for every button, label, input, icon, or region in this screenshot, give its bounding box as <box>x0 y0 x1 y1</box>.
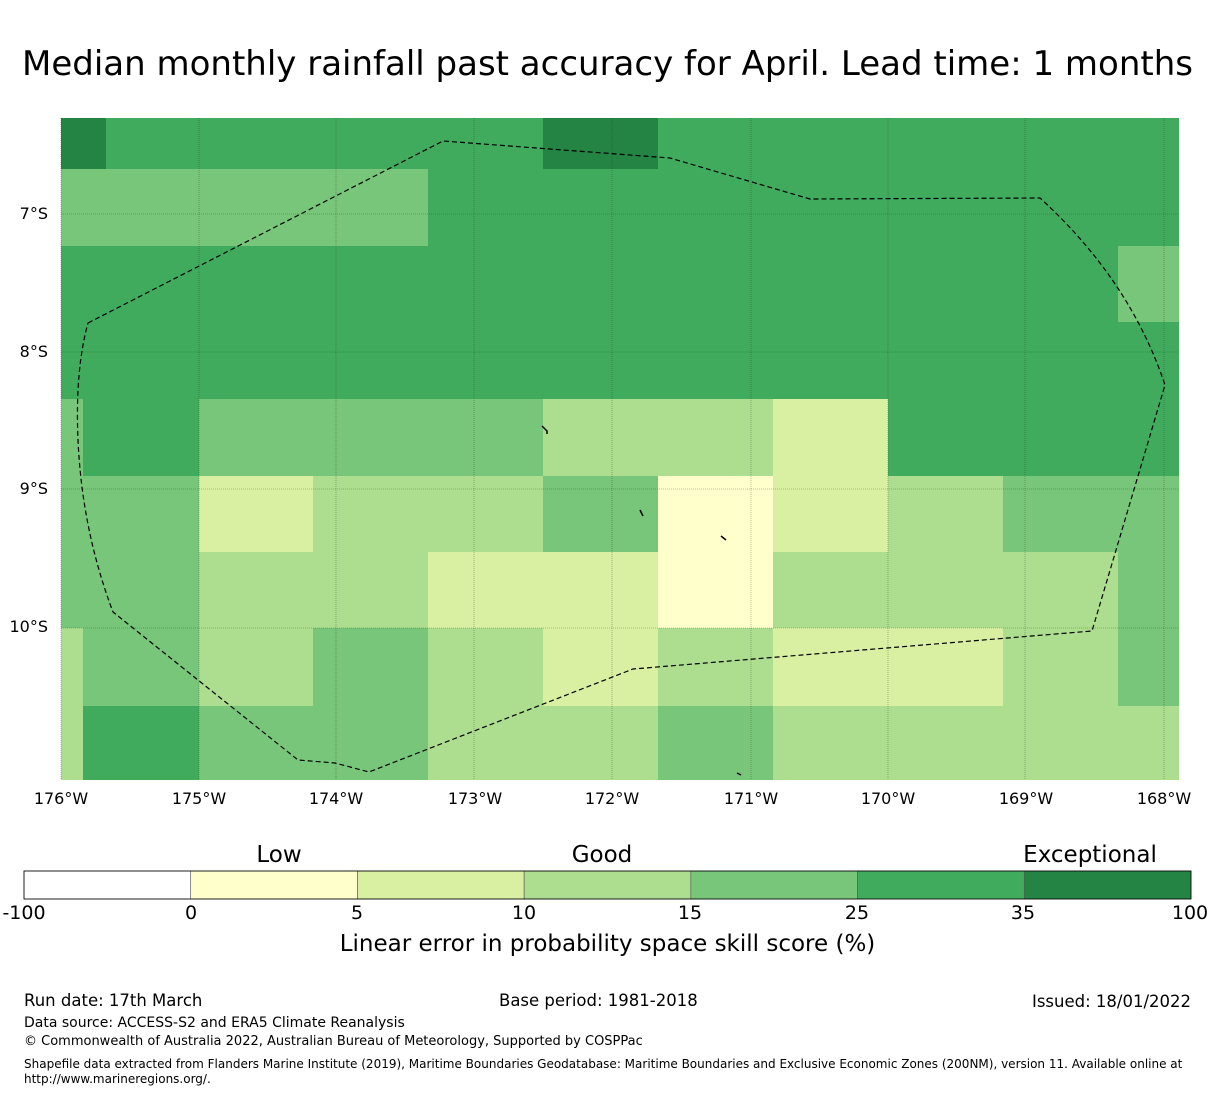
colorbar-tick: 15 <box>677 902 703 924</box>
colorbar-segment <box>357 870 525 900</box>
lon-label-176w: 176°W <box>33 789 89 808</box>
lat-label-7s: 7°S <box>19 204 48 223</box>
graticule <box>60 118 1179 780</box>
lon-label-169w: 169°W <box>998 789 1054 808</box>
grid-cell <box>428 628 543 706</box>
grid-cell <box>83 399 199 476</box>
grid-cell <box>61 552 199 628</box>
lon-label-172w: 172°W <box>584 789 640 808</box>
grid-cell <box>773 399 888 476</box>
run-date: Run date: 17th March <box>24 991 203 1010</box>
grid-cell <box>543 118 658 169</box>
colorbar-segment <box>690 870 858 900</box>
colorbar-segment <box>190 870 358 900</box>
colorbar-tick: 0 <box>184 902 198 924</box>
lon-label-175w: 175°W <box>171 789 227 808</box>
grid-cell <box>658 118 1179 169</box>
grid-cell <box>1003 476 1179 552</box>
grid-cell <box>888 399 1179 476</box>
grid-cell <box>428 552 658 628</box>
colorbar-tick: 100 <box>1171 902 1209 924</box>
colorbar-tick: 10 <box>511 902 537 924</box>
eez-boundary-line <box>76 140 1166 773</box>
grid-cell <box>1118 628 1179 706</box>
colorbar-segment <box>23 870 192 900</box>
grid-cell <box>61 706 83 780</box>
colorbar-category-good: Good <box>571 842 633 868</box>
skill-score-grid <box>61 118 1179 780</box>
grid-cell <box>543 476 658 552</box>
colorbar-segment <box>1023 870 1192 900</box>
lon-label-170w: 170°W <box>860 789 916 808</box>
grid-cell <box>199 706 428 780</box>
colorbar <box>23 870 1192 900</box>
colorbar-tick: 35 <box>1010 902 1036 924</box>
grid-cell <box>773 706 1179 780</box>
grid-cell <box>313 628 428 706</box>
grid-cell <box>61 322 1179 399</box>
grid-cell <box>313 476 543 552</box>
grid-cell <box>83 628 199 706</box>
grid-cell <box>773 552 1118 628</box>
grid-cell <box>658 628 773 706</box>
colorbar-category-exceptional: Exceptional <box>1023 842 1157 868</box>
colorbar-tick: -100 <box>2 902 46 924</box>
grid-cell <box>61 169 428 246</box>
copyright: © Commonwealth of Australia 2022, Austra… <box>24 1034 643 1049</box>
grid-cell <box>61 476 199 552</box>
grid-cell <box>199 628 313 706</box>
grid-cell <box>61 628 83 706</box>
grid-cell <box>888 476 1003 552</box>
lat-label-8s: 8°S <box>19 342 48 361</box>
island-mark <box>720 535 727 541</box>
colorbar-category-low: Low <box>256 842 302 868</box>
colorbar-title: Linear error in probability space skill … <box>339 931 876 957</box>
grid-cell <box>61 118 106 169</box>
lon-label-171w: 171°W <box>723 789 779 808</box>
colorbar-tick: 25 <box>844 902 870 924</box>
lat-label-10s: 10°S <box>9 617 48 636</box>
grid-cell <box>543 399 773 476</box>
grid-cell <box>1118 246 1179 322</box>
shapefile-credit: Shapefile data extracted from Flanders M… <box>24 1057 1183 1086</box>
island-mark <box>736 772 742 776</box>
data-source: Data source: ACCESS-S2 and ERA5 Climate … <box>24 1015 405 1031</box>
grid-cell <box>543 628 658 706</box>
grid-cell <box>61 246 1118 322</box>
grid-cell <box>428 706 658 780</box>
lat-label-9s: 9°S <box>19 479 48 498</box>
island-mark <box>639 509 644 517</box>
base-period: Base period: 1981-2018 <box>499 991 698 1010</box>
grid-cell <box>199 552 428 628</box>
colorbar-segment <box>857 870 1025 900</box>
grid-cell <box>199 476 313 552</box>
grid-cell <box>658 706 773 780</box>
grid-cell <box>1118 552 1179 628</box>
colorbar-frame <box>23 870 1192 900</box>
grid-cell <box>83 706 199 780</box>
colorbar-segment <box>523 870 692 900</box>
lon-label-173w: 173°W <box>447 789 503 808</box>
grid-cell <box>1003 628 1118 706</box>
map-title: Median monthly rainfall past accuracy fo… <box>22 44 1193 84</box>
grid-cell <box>658 476 773 628</box>
island-mark <box>541 425 548 434</box>
grid-cell <box>428 169 1179 246</box>
grid-cell <box>199 399 543 476</box>
grid-cell <box>773 476 888 552</box>
lon-label-168w: 168°W <box>1136 789 1192 808</box>
issued-date: Issued: 18/01/2022 <box>1031 992 1191 1011</box>
lon-label-174w: 174°W <box>308 789 364 808</box>
colorbar-tick: 5 <box>350 902 364 924</box>
